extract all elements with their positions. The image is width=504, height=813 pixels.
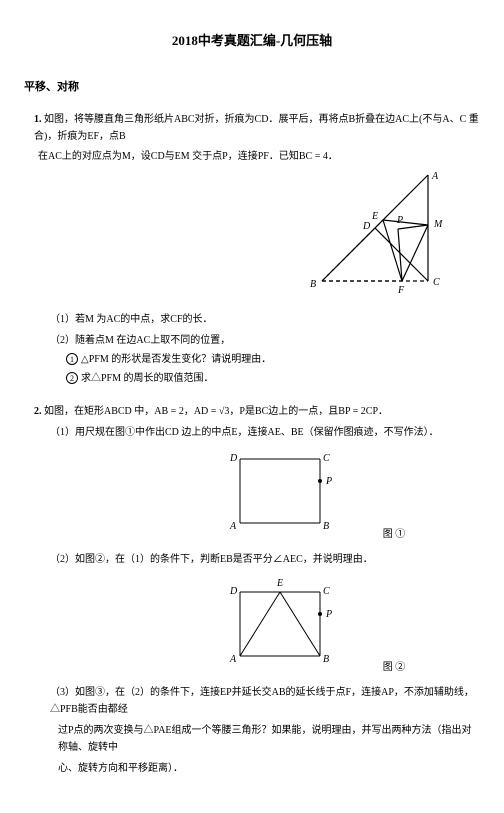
svg-text:C: C bbox=[433, 277, 440, 288]
svg-text:C: C bbox=[323, 586, 330, 597]
svg-text:A: A bbox=[229, 521, 237, 532]
svg-text:B: B bbox=[323, 654, 329, 665]
circled-2-icon: 2 bbox=[66, 372, 78, 384]
p2-sub1: （1）用尺规在图①中作出CD 边上的中点E，连接AE、BE（保留作图痕迹，不写作… bbox=[50, 424, 480, 441]
svg-text:D: D bbox=[229, 586, 238, 597]
page-title: 2018中考真题汇编-几何压轴 bbox=[24, 30, 480, 52]
svg-text:B: B bbox=[310, 279, 316, 290]
p1-line2: 在AC上的对应点为M，设CD与EM 交于点P，连接PF．已知BC = 4． bbox=[38, 148, 480, 165]
svg-text:P: P bbox=[396, 215, 403, 226]
problem-number-2: 2. bbox=[34, 406, 42, 417]
p2-line1: 如图，在矩形ABCD 中，AB = 2，AD = √3，P是BC边上的一点，且B… bbox=[44, 406, 388, 417]
p2-sub2: （2）如图②，在（1）的条件下，判断EB是否平分∠AEC，并说明理由． bbox=[50, 551, 480, 568]
p2-figure2: D C A B E P 图 ② bbox=[24, 572, 480, 676]
svg-text:E: E bbox=[276, 578, 283, 589]
problem-number: 1. bbox=[34, 114, 42, 125]
p1-sub2: （2）随着点M 在边AC上取不同的位置， bbox=[50, 332, 480, 349]
p1-sub2b: 2求△PFM 的周长的取值范围． bbox=[66, 370, 480, 387]
svg-text:D: D bbox=[229, 453, 238, 464]
p1-sub1: （1）若M 为AC的中点，求CF的长． bbox=[50, 311, 480, 328]
svg-text:B: B bbox=[323, 521, 329, 532]
svg-text:P: P bbox=[325, 476, 332, 487]
p1-line1: 如图，将等腰直角三角形纸片ABC对折，折痕为CD．展平后，再将点B折叠在边AC上… bbox=[34, 114, 479, 142]
circled-1-icon: 1 bbox=[66, 353, 78, 365]
svg-text:C: C bbox=[323, 453, 330, 464]
problem-1: 1. 如图，将等腰直角三角形纸片ABC对折，折痕为CD．展平后，再将点B折叠在边… bbox=[24, 111, 480, 387]
p1-sub2b-text: 求△PFM 的周长的取值范围． bbox=[81, 373, 214, 384]
svg-text:P: P bbox=[325, 609, 332, 620]
p1-sub2a: 1△PFM 的形状是否发生变化？请说明理由． bbox=[66, 351, 480, 368]
p1-figure: A B C D M E F P bbox=[24, 169, 480, 301]
svg-text:A: A bbox=[229, 654, 237, 665]
svg-text:E: E bbox=[371, 211, 378, 222]
svg-text:A: A bbox=[431, 171, 439, 182]
p2-sub3c: 心、旋转方向和平移距离）． bbox=[58, 760, 480, 777]
fig2-caption: 图 ② bbox=[338, 659, 450, 676]
p1-sub2a-text: △PFM 的形状是否发生变化？请说明理由． bbox=[81, 354, 271, 365]
p2-figure1: D C A B P 图 ① bbox=[24, 445, 480, 543]
section-heading: 平移、对称 bbox=[24, 78, 480, 97]
svg-text:F: F bbox=[397, 285, 405, 295]
fig1-caption: 图 ① bbox=[338, 526, 450, 543]
problem-2: 2. 如图，在矩形ABCD 中，AB = 2，AD = √3，P是BC边上的一点… bbox=[24, 403, 480, 777]
p2-sub3b: 过P点的两次变换与△PAE组成一个等腰三角形？如果能，说明理由，并写出两种方法（… bbox=[58, 722, 480, 756]
svg-text:D: D bbox=[362, 221, 371, 232]
svg-text:M: M bbox=[433, 219, 443, 230]
